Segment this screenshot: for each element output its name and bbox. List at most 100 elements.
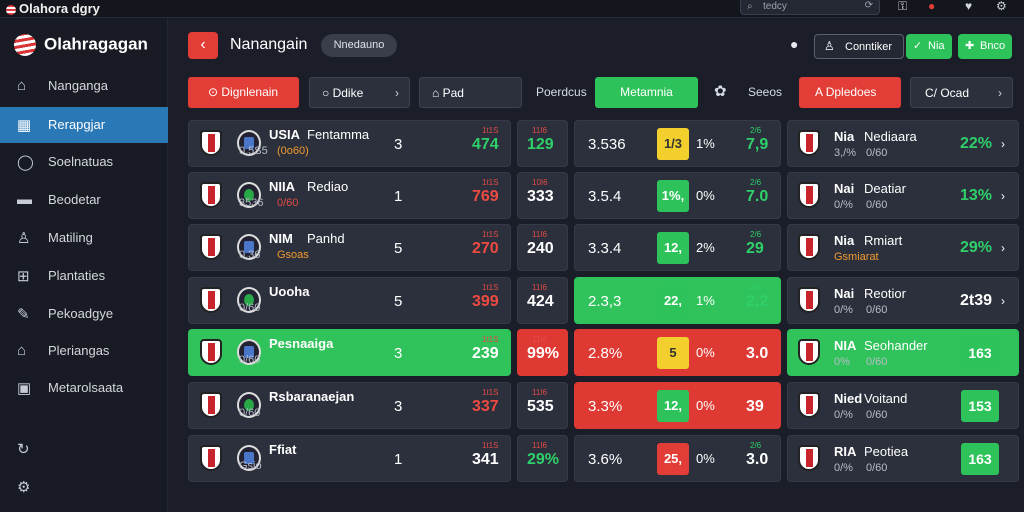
customer-button[interactable]: ♙ Conntiker: [814, 34, 904, 59]
page-title: Nanangain: [230, 36, 308, 53]
odds-card[interactable]: 3.536 1/3 1% 2/6 7,9: [574, 120, 781, 167]
match-card[interactable]: Ffiat Gsio 1 1t1S 341: [188, 435, 511, 482]
building-icon: ⌂: [17, 342, 27, 359]
rating-stars: 1: [394, 451, 403, 468]
odds-value: 3.536: [588, 136, 626, 153]
sidebar: Olahragagan ⌂ Nanganga ▦ Rerapgjar ◯ Soelna…: [0, 18, 168, 512]
filter-dropdown-2[interactable]: ⌂ Pad: [419, 77, 522, 108]
odds-card[interactable]: 3.3.4 12, 2% 2/6 29: [574, 224, 781, 271]
filter-red-1[interactable]: ⊙ Dignlenain: [188, 77, 299, 108]
filter-pill[interactable]: Nnedauno: [321, 34, 397, 57]
odds-percent: 0%: [696, 398, 715, 413]
team-crest-icon: [200, 182, 222, 208]
stat-top: 11I6: [532, 335, 547, 344]
stat-card[interactable]: 11I6 99%: [517, 329, 568, 376]
app-title: Olahora dgry: [6, 1, 100, 16]
stat-top: 11I6: [532, 126, 547, 135]
team-score: 0/60: [239, 302, 261, 314]
odds-card[interactable]: 3.6% 25, 0% 2/6 3.0: [574, 435, 781, 482]
box-icon: ▣: [17, 380, 32, 397]
sidebar-label: Pekoadgye: [48, 306, 114, 321]
green-button-1[interactable]: ✓ Nia: [906, 34, 952, 59]
filter-label-1: Poerdcus: [536, 85, 587, 99]
match-card[interactable]: NIIA Rediao 3536 0/60 1 1t1S 769: [188, 172, 511, 219]
chevron-right-icon[interactable]: ›: [1001, 189, 1005, 203]
lock-icon[interactable]: ⚿: [898, 0, 908, 13]
settings-icon[interactable]: ⚙: [996, 0, 1007, 13]
sidebar-label: Rerapgjar: [48, 117, 106, 132]
team-subtext: 0/60: [277, 197, 299, 209]
odds-card[interactable]: 2.8% 5 0% 3.0: [574, 329, 781, 376]
refresh-icon[interactable]: ⟳: [864, 0, 873, 11]
stat-card[interactable]: 11I6 535: [517, 382, 568, 429]
green-button-2-label: Bnco: [980, 40, 1006, 52]
filter-dropdown-1[interactable]: ○ Ddike ›: [309, 77, 410, 108]
sidebar-item-3[interactable]: ▬ Beodetar: [0, 182, 168, 218]
stat-card[interactable]: 11I6 424: [517, 277, 568, 324]
stat-card[interactable]: 11I6 129: [517, 120, 568, 167]
sidebar-item-2[interactable]: ◯ Soelnatuas: [0, 144, 168, 180]
small-stat: 1t1S: [482, 283, 499, 292]
right-card[interactable]: Nia Nediaara 3,/% 0/60 22% ›: [787, 120, 1019, 167]
sidebar-item-0[interactable]: ⌂ Nanganga: [0, 68, 168, 104]
odds-small: 2/6: [750, 230, 762, 239]
odds-card[interactable]: 3.5.4 1%, 0% 2/6 7.0: [574, 172, 781, 219]
sidebar-item-8[interactable]: ▣ Metarolsaata: [0, 370, 168, 406]
chevron-right-icon[interactable]: ›: [1001, 137, 1005, 151]
right-card[interactable]: RIA Peotiea 0/% 0/60 163: [787, 435, 1019, 482]
back-button[interactable]: ‹: [188, 32, 218, 59]
chevron-right-icon[interactable]: ›: [1001, 241, 1005, 255]
match-card[interactable]: NIM Panhd 0,36 Gsoas 5 1t1S 270: [188, 224, 511, 271]
right-card[interactable]: NIA Seohander 0% 0/60 163: [787, 329, 1019, 376]
filter-dropdown-3[interactable]: C/ Ocad ›: [910, 77, 1013, 108]
gear-icon[interactable]: ⚙: [17, 479, 31, 496]
team-subtext: 0/%: [834, 304, 853, 316]
match-card[interactable]: Rsbaranaejan 0/60 3 1t1S 337: [188, 382, 511, 429]
team-subtext: Gsmiarat: [834, 251, 879, 263]
bell-icon[interactable]: ●: [790, 36, 799, 52]
stat-card[interactable]: 10I6 333: [517, 172, 568, 219]
filter-label-2: Seeos: [748, 85, 783, 99]
chevron-right-icon[interactable]: ›: [1001, 294, 1005, 308]
brand-name: Olahragagan: [44, 34, 148, 54]
right-card[interactable]: Nai Reotior 0/% 0/60 2t39 ›: [787, 277, 1019, 324]
stat-card[interactable]: 11I6 29%: [517, 435, 568, 482]
team-name-secondary: Seohander: [864, 338, 928, 353]
odds-card[interactable]: 2.3,3 22, 1% 2/6 2,2: [574, 277, 781, 324]
avatar-icon[interactable]: ●: [928, 0, 936, 13]
team-crest-icon: [237, 287, 261, 313]
odds-small: 2/6: [750, 126, 762, 135]
filter-red-2[interactable]: A Dpledoes: [799, 77, 901, 108]
team-crest-icon: [798, 445, 820, 471]
stat-card[interactable]: 11I6 240: [517, 224, 568, 271]
right-percent: 22%: [960, 135, 993, 152]
odds-tag: 1%,: [657, 180, 689, 212]
match-card[interactable]: USIA Fentamma 0,5S5 (0o60) 3 1t1S 474: [188, 120, 511, 167]
big-stat: 399: [472, 293, 499, 310]
sidebar-item-7[interactable]: ⌂ Pleriangas: [0, 333, 168, 369]
sidebar-item-5[interactable]: ⊞ Plantaties: [0, 258, 168, 294]
sidebar-item-6[interactable]: ✎ Pekoadgye: [0, 296, 168, 332]
odds-card[interactable]: 3.3% 12, 0% 39: [574, 382, 781, 429]
right-card[interactable]: Nai Deatiar 0/% 0/60 13% ›: [787, 172, 1019, 219]
filter-bar: ⊙ Dignlenain ○ Ddike › ⌂ Pad Poerdcus Met…: [188, 77, 1018, 109]
match-card[interactable]: Uooha 0/60 5 1t1S 399: [188, 277, 511, 324]
match-card[interactable]: Pesnaaiga 0/60 3 1t1S 239: [188, 329, 511, 376]
green-button-2[interactable]: ✚ Bnco: [958, 34, 1012, 59]
right-card[interactable]: Nied Voitand 0/% 0/60 153: [787, 382, 1019, 429]
odds-percent: 2%: [696, 240, 715, 255]
sidebar-label: Soelnatuas: [48, 154, 114, 169]
big-stat: 474: [472, 136, 499, 153]
green-button-1-label: Nia: [928, 40, 945, 52]
heart-icon[interactable]: ♥: [965, 0, 973, 13]
sidebar-label: Nanganga: [48, 78, 108, 93]
sidebar-item-4[interactable]: ♙ Matiling: [0, 220, 168, 256]
gear-icon[interactable]: ✿: [714, 83, 727, 100]
right-card[interactable]: Nia Rmiart Gsmiarat 29% ›: [787, 224, 1019, 271]
team-crest-icon: [237, 234, 261, 260]
small-stat: 1t1S: [482, 230, 499, 239]
title-search-input[interactable]: ⌕ tedcy ⟳: [740, 0, 880, 15]
filter-green-1[interactable]: Metamnia: [595, 77, 698, 108]
help-icon[interactable]: ↻: [17, 441, 30, 458]
sidebar-item-1[interactable]: ▦ Rerapgjar: [0, 107, 168, 143]
